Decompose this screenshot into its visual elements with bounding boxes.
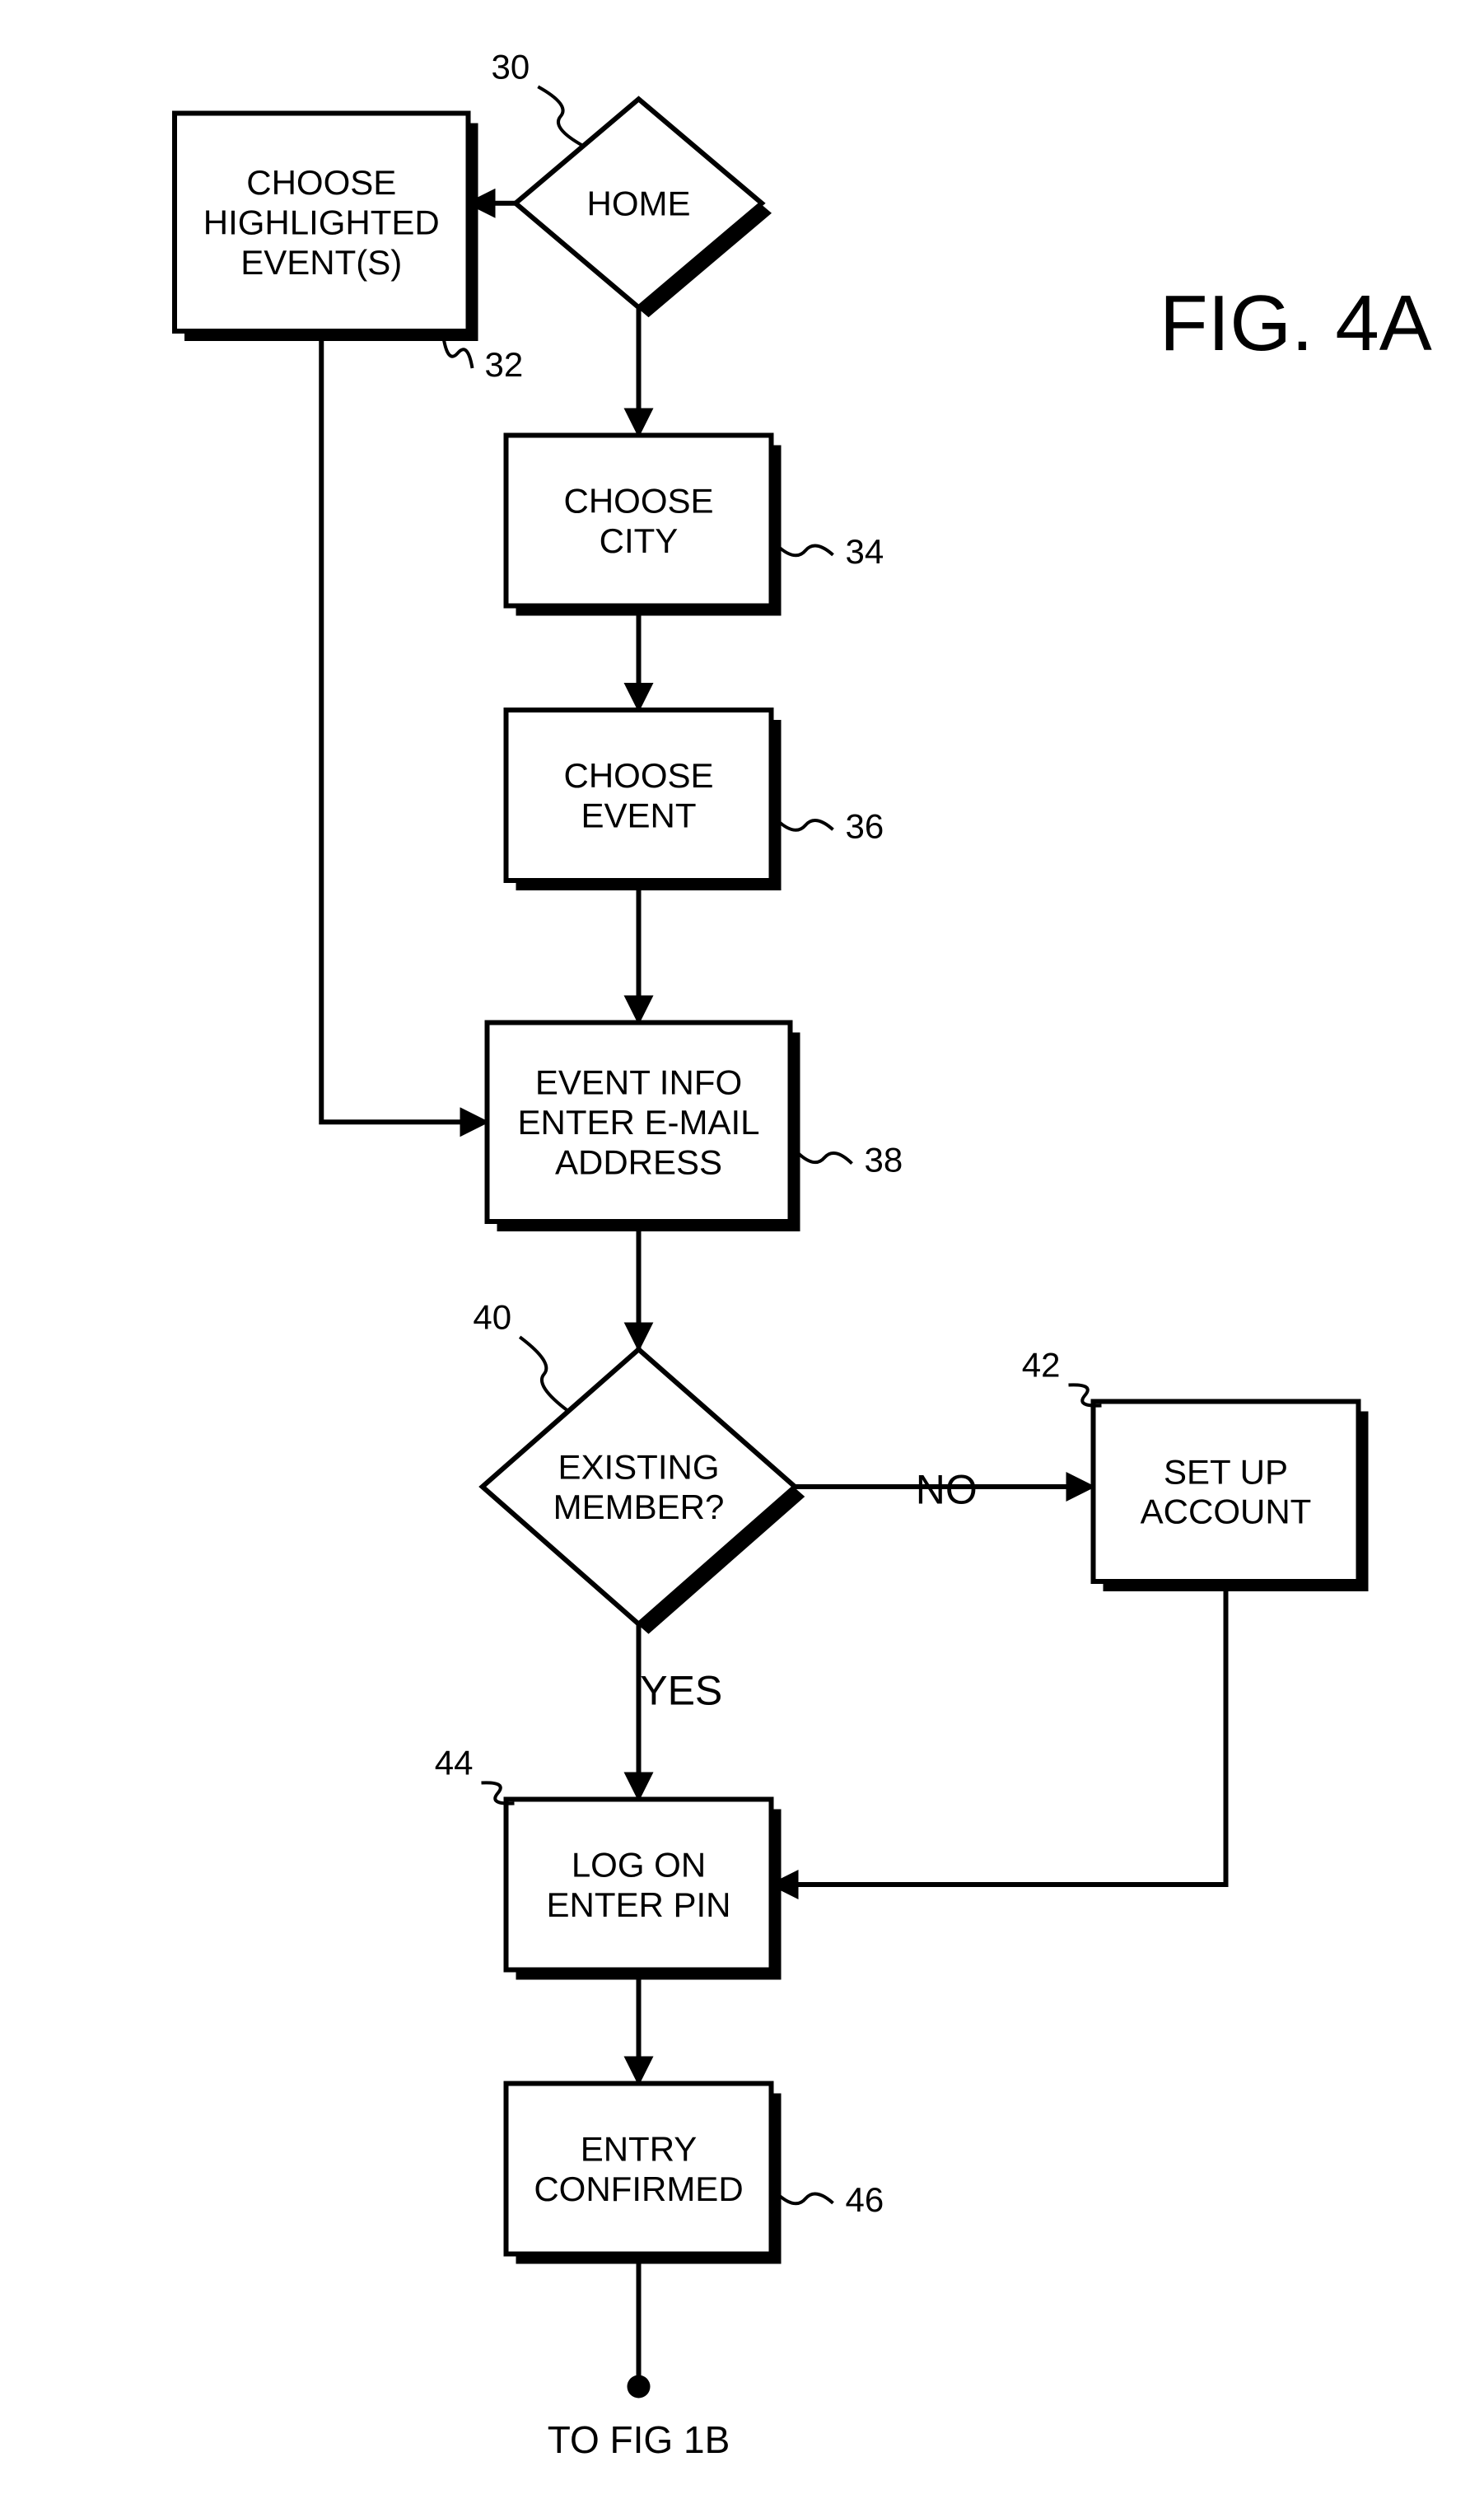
choose_evt-ref-leader [778, 820, 833, 830]
logon-ref-number: 44 [435, 1744, 474, 1782]
existing-ref-number: 40 [473, 1297, 511, 1336]
choose_hl-ref-number: 32 [485, 345, 524, 384]
event_info-ref-number: 38 [865, 1141, 903, 1179]
choose_evt-ref-number: 36 [846, 806, 884, 845]
setup-ref-number: 42 [1022, 1346, 1061, 1385]
choose_hl-ref-leader [444, 338, 473, 368]
choose_evt-label: CHOOSEEVENT [563, 756, 713, 834]
continuation-label: TO FIG 1B [548, 2418, 730, 2461]
confirmed-ref-leader [778, 2194, 833, 2204]
edge-label-no: NO [916, 1467, 978, 1513]
figure-title: FIG. 4A [1160, 279, 1432, 367]
event_info-ref-leader [797, 1151, 852, 1163]
edge-label-yes: YES [640, 1668, 722, 1714]
existing-label: EXISTINGMEMBER? [553, 1448, 725, 1526]
connector-dot [628, 2375, 651, 2399]
existing-ref-leader [520, 1337, 568, 1411]
setup-label: SET UPACCOUNT [1141, 1452, 1312, 1530]
home-label: HOME [587, 184, 691, 222]
home-ref-leader [538, 86, 583, 146]
edge-choose_hl-to-event_info [321, 331, 487, 1122]
logon-label: LOG ONENTER PIN [546, 1846, 730, 1924]
choose_city-ref-number: 34 [846, 532, 884, 571]
home-ref-number: 30 [492, 47, 530, 86]
confirmed-ref-number: 46 [846, 2180, 884, 2219]
choose_city-ref-leader [778, 546, 833, 556]
edge-setup-to-logon [772, 1581, 1226, 1885]
